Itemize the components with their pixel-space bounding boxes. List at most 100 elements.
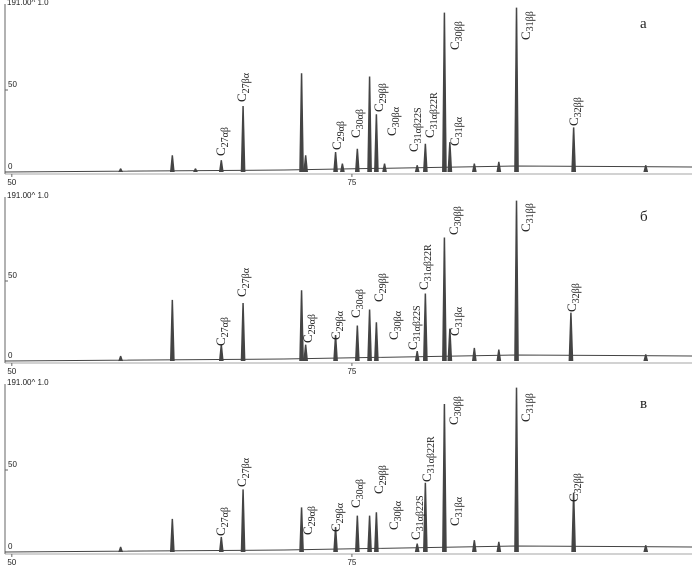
- panel-label: б: [640, 209, 648, 225]
- peak-label: C31ββ: [518, 11, 536, 40]
- peak: [169, 155, 175, 173]
- peak-label: C29βα: [328, 502, 346, 532]
- peak-label: C27βα: [234, 457, 252, 487]
- peak: [471, 540, 477, 553]
- peak: [414, 165, 420, 173]
- peak: [240, 489, 246, 553]
- peak: [367, 76, 372, 173]
- peak: [382, 163, 387, 173]
- peak: [169, 518, 175, 553]
- panel-label: в: [640, 396, 647, 412]
- peak: [299, 507, 304, 553]
- peak: [333, 151, 338, 173]
- baseline: [4, 354, 693, 362]
- peak-label: C31αβ22S: [408, 495, 426, 540]
- peak: [643, 165, 649, 173]
- peak: [169, 299, 175, 362]
- peak: [442, 237, 447, 362]
- panel-label: а: [640, 16, 647, 32]
- peak: [414, 351, 420, 362]
- peak: [354, 515, 360, 553]
- y-tick-label: 50: [8, 271, 17, 280]
- peak: [514, 387, 519, 553]
- peak: [299, 73, 304, 173]
- peak: [447, 328, 453, 362]
- peak: [374, 322, 379, 362]
- peak: [496, 161, 502, 173]
- peak: [423, 482, 428, 553]
- peak: [354, 148, 360, 173]
- peak-label: C27βα: [234, 72, 252, 102]
- peak-label: C30αβ: [348, 289, 366, 318]
- peak: [571, 127, 576, 173]
- peak: [354, 325, 360, 362]
- peak: [118, 168, 123, 173]
- peak-label: C31βα: [447, 306, 465, 336]
- peak-label: C30ββ: [447, 21, 465, 50]
- peak-label: C32ββ: [566, 473, 584, 502]
- peak: [423, 143, 428, 173]
- peak: [303, 344, 308, 362]
- header-label: 191.00^ 1.0: [7, 378, 49, 387]
- peak-label: C30ββ: [446, 206, 464, 235]
- baseline: [4, 545, 693, 553]
- peak: [643, 545, 649, 553]
- peak: [218, 536, 224, 553]
- peak-label: C29αβ: [329, 121, 347, 150]
- peak-label: C31ββ: [518, 393, 536, 422]
- peak-label: C29ββ: [371, 273, 389, 302]
- peak-label: C31αβ22R: [422, 92, 440, 138]
- peak: [447, 142, 453, 173]
- y-tick-label: 0: [8, 351, 13, 360]
- peak: [118, 355, 123, 362]
- peak-label: C27αβ: [213, 127, 231, 156]
- peak-label: C32ββ: [566, 97, 584, 126]
- peak-label: C29βα: [328, 310, 346, 340]
- peak-label: C29ββ: [371, 465, 389, 494]
- y-tick-label: 50: [8, 460, 17, 469]
- peak-label: C30ββ: [446, 396, 464, 425]
- peak: [240, 106, 246, 173]
- peak: [367, 515, 372, 553]
- x-tick-label: 50: [7, 178, 16, 187]
- y-tick-label: 50: [8, 80, 17, 89]
- peak-label: C31αβ22R: [416, 244, 434, 290]
- peak-label: C30αβ: [348, 479, 366, 508]
- header-label: 191.00^ 1.0: [7, 191, 49, 200]
- peak: [240, 303, 246, 362]
- peak: [218, 344, 224, 362]
- peak: [193, 168, 198, 173]
- peak: [643, 354, 649, 362]
- peak: [571, 492, 576, 553]
- peak: [568, 312, 574, 362]
- header-label: 191.00^ 1.0: [7, 0, 49, 7]
- baseline: [4, 165, 693, 173]
- y-tick-label: 0: [8, 542, 13, 551]
- peak-label: C31αβ22S: [405, 305, 423, 350]
- peak: [514, 200, 519, 362]
- peak: [374, 114, 379, 173]
- peak: [303, 155, 308, 173]
- peak: [496, 541, 502, 553]
- peak: [471, 347, 477, 362]
- peak-label: C31αβ22S: [406, 107, 424, 152]
- x-tick-label: 50: [7, 558, 16, 567]
- x-tick-label: 75: [347, 178, 356, 187]
- peak-label: C27αβ: [213, 507, 231, 536]
- x-tick-label: 75: [347, 367, 356, 376]
- peak: [118, 546, 123, 553]
- peak-label: C31ββ: [518, 203, 536, 232]
- y-tick-label: 0: [8, 162, 13, 171]
- peak: [442, 12, 447, 173]
- peak: [496, 349, 502, 362]
- x-tick-label: 50: [7, 367, 16, 376]
- peak: [299, 290, 304, 362]
- peak: [471, 163, 477, 173]
- x-tick-label: 75: [347, 558, 356, 567]
- peak: [218, 160, 224, 173]
- peak: [367, 309, 372, 362]
- peak-label: C27αβ: [213, 317, 231, 346]
- peak: [414, 543, 420, 553]
- peak-label: C31αβ22R: [419, 436, 437, 482]
